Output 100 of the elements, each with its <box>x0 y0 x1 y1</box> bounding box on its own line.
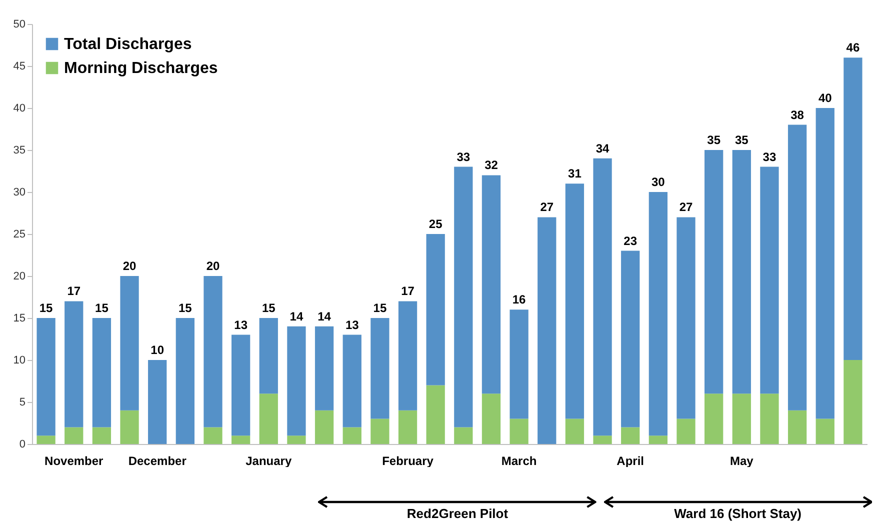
total-label: 14 <box>318 309 332 324</box>
bar <box>398 301 418 410</box>
bar <box>648 436 668 444</box>
bar <box>287 436 306 444</box>
total-label: 10 <box>150 343 164 357</box>
bar <box>259 394 278 444</box>
text: Red2Green Pilot <box>406 506 510 521</box>
y-tick-label: 25 <box>13 228 26 240</box>
bar <box>259 318 278 394</box>
bar <box>314 410 334 444</box>
total-label: 17 <box>67 284 81 298</box>
total-label: 15 <box>95 301 109 315</box>
total-label: 33 <box>762 150 776 164</box>
total-label: 38 <box>790 108 804 122</box>
total-label: 27 <box>540 200 554 214</box>
bar <box>120 410 139 444</box>
total-label: 31 <box>568 166 582 181</box>
bar <box>760 166 779 394</box>
y-tick-label: 10 <box>13 354 26 366</box>
bar <box>621 250 640 428</box>
total-label: 35 <box>707 133 721 147</box>
bar <box>92 318 112 428</box>
total-label: 15 <box>39 301 54 315</box>
legend-label: Morning Discharges <box>64 60 218 77</box>
total-label: 15 <box>373 301 387 315</box>
y-tick-label: 30 <box>13 186 26 198</box>
bar <box>510 418 528 444</box>
bar <box>565 418 584 444</box>
x-tick-label: December <box>128 454 187 468</box>
bar <box>816 418 834 444</box>
bar <box>844 360 862 444</box>
bar <box>204 276 222 428</box>
total-label: 32 <box>484 158 498 172</box>
bar <box>370 318 390 419</box>
y-tick-label: 35 <box>13 144 26 156</box>
bar <box>36 436 56 444</box>
text: Ward 16 (Short Stay) <box>673 506 802 521</box>
y-tick-label: 15 <box>13 312 26 324</box>
bar <box>676 418 696 444</box>
bar <box>176 318 194 444</box>
bar <box>454 166 473 428</box>
legend-label: Total Discharges <box>64 36 192 53</box>
total-label: 30 <box>652 175 666 189</box>
bar <box>593 158 612 436</box>
bar <box>314 326 334 410</box>
bar <box>204 427 222 444</box>
bar <box>342 427 362 444</box>
bar <box>64 427 84 444</box>
bar <box>426 385 445 444</box>
y-tick-label: 0 <box>19 438 26 450</box>
bar <box>621 427 640 444</box>
bar <box>287 326 306 436</box>
total-label: 46 <box>846 40 860 55</box>
total-label: 13 <box>234 318 248 332</box>
bar <box>120 276 139 410</box>
total-label: 23 <box>624 234 638 248</box>
total-label: 34 <box>596 141 610 156</box>
bar <box>398 410 418 444</box>
bar <box>648 192 668 436</box>
bar <box>565 184 584 419</box>
bar <box>816 108 834 419</box>
bar <box>232 436 250 444</box>
bar <box>482 394 501 444</box>
bar <box>732 150 751 394</box>
bar <box>64 301 84 428</box>
total-label: 15 <box>178 301 192 315</box>
bar <box>676 217 696 419</box>
y-tick-label: 50 <box>13 18 26 30</box>
bar <box>538 217 556 444</box>
bar <box>482 175 501 394</box>
total-label: 15 <box>262 301 276 315</box>
bar <box>148 360 167 444</box>
total-label: 25 <box>428 217 443 231</box>
x-tick-label: March <box>501 454 537 468</box>
bar <box>92 427 112 444</box>
total-label: 40 <box>818 91 832 105</box>
bar <box>593 436 612 444</box>
y-tick-label: 45 <box>13 60 26 72</box>
bar <box>788 124 807 410</box>
total-label: 33 <box>456 150 470 164</box>
x-tick-label: November <box>44 454 104 468</box>
bar <box>732 394 751 444</box>
bar <box>788 410 807 444</box>
total-label: 20 <box>206 259 220 273</box>
bar <box>342 334 362 428</box>
bar <box>510 310 528 419</box>
bar <box>704 150 724 394</box>
total-label: 16 <box>512 292 526 307</box>
total-label: 35 <box>734 133 749 147</box>
bar <box>370 418 390 444</box>
total-label: 14 <box>290 309 304 324</box>
bar <box>760 394 779 444</box>
total-label: 27 <box>679 200 693 214</box>
y-tick-label: 20 <box>13 270 26 282</box>
bar <box>704 394 724 444</box>
total-label: 20 <box>122 259 137 273</box>
bar <box>454 427 473 444</box>
y-tick-label: 40 <box>13 102 26 114</box>
bar <box>844 58 862 360</box>
y-tick-label: 5 <box>19 396 26 408</box>
